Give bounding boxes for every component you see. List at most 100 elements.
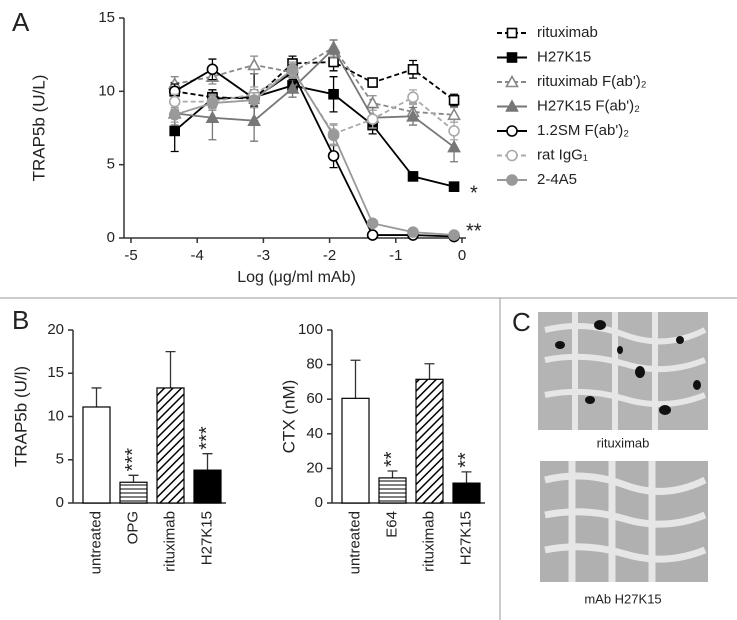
panel-label: A: [12, 7, 30, 37]
x-tick-label: rituximab: [420, 511, 437, 572]
y-tick-label: 5: [107, 156, 115, 173]
image-caption: rituximab: [597, 435, 650, 450]
y-tick-label: 5: [56, 451, 64, 468]
x-tick-label: untreated: [87, 511, 104, 574]
y-tick-label: 15: [47, 364, 64, 381]
series-line: [174, 46, 455, 116]
y-tick-label: 15: [98, 9, 115, 26]
x-tick-label: -3: [257, 247, 270, 264]
y-tick-label: 20: [306, 459, 323, 476]
marker: [327, 150, 340, 162]
legend-label: H27K15 F(ab')₂: [537, 97, 640, 114]
marker: [247, 113, 261, 126]
legend-marker: [505, 74, 519, 88]
bar: [193, 469, 222, 504]
x-tick-label: E64: [383, 511, 400, 538]
marker: [407, 171, 419, 182]
marker: [448, 94, 460, 106]
marker: [328, 56, 339, 68]
marker: [448, 125, 460, 137]
error-bar: [128, 474, 139, 483]
marker: [206, 97, 219, 109]
marker: [248, 94, 260, 106]
bar: [156, 387, 185, 504]
legend-marker: [506, 27, 518, 39]
marker: [168, 95, 181, 108]
x-tick-label: -1: [389, 247, 402, 264]
x-tick-label: 0: [458, 247, 466, 264]
bar: [119, 481, 148, 504]
y-axis-label: TRAP5b (U/l): [11, 366, 30, 467]
marker: [247, 57, 261, 71]
marker: [327, 129, 340, 142]
x-tick-label: untreated: [346, 511, 363, 574]
marker: [448, 181, 460, 192]
legend-label: 1.2SM F(ab')₂: [537, 122, 629, 139]
annotation: *: [470, 182, 478, 204]
marker: [206, 63, 219, 76]
y-axis-label: TRAP5b (U/L): [29, 75, 48, 182]
marker: [406, 109, 420, 122]
x-tick-label: H27K15: [457, 511, 474, 565]
y-tick-label: 100: [298, 321, 323, 338]
series-line: [174, 68, 455, 238]
marker: [326, 41, 341, 55]
marker: [285, 81, 300, 94]
x-tick-label: OPG: [124, 511, 141, 544]
legend-label: 2-4A5: [537, 171, 577, 188]
micrograph: [538, 312, 708, 430]
y-tick-label: 40: [306, 425, 323, 442]
legend-marker: [506, 52, 518, 63]
marker: [448, 229, 460, 241]
marker: [407, 226, 419, 238]
marker: [168, 109, 181, 121]
error-bar: [91, 387, 102, 407]
bar: [378, 477, 407, 504]
x-tick-label: -2: [323, 247, 336, 264]
legend-marker: [505, 99, 519, 112]
error-bar: [424, 363, 435, 380]
marker: [407, 64, 419, 75]
error-bar: [350, 359, 361, 399]
annotation: **: [381, 451, 403, 467]
marker: [169, 125, 180, 137]
y-tick-label: 0: [315, 494, 323, 511]
panel-label: B: [12, 305, 29, 335]
error-bar: [202, 453, 213, 471]
annotation: **: [466, 220, 482, 242]
series-line: [174, 47, 455, 148]
legend-label: rituximab: [537, 24, 598, 41]
series-line: [174, 84, 455, 188]
x-tick-label: -4: [191, 247, 204, 264]
marker: [328, 88, 339, 100]
annotation: **: [455, 452, 477, 468]
marker: [205, 110, 220, 124]
error-bar: [387, 470, 398, 478]
panel-label: C: [512, 307, 531, 337]
legend-label: rituximab F(ab')₂: [537, 73, 647, 90]
y-tick-label: 10: [47, 407, 64, 424]
x-axis-label: Log (μg/ml mAb): [237, 269, 356, 286]
legend-marker: [506, 149, 518, 162]
annotation: ***: [196, 426, 218, 450]
marker: [286, 63, 299, 76]
bar: [415, 378, 444, 504]
bar: [452, 482, 481, 504]
annotation: ***: [122, 448, 144, 472]
legend-label: rat IgG₁: [537, 146, 588, 163]
y-tick-label: 0: [56, 494, 64, 511]
error-bar: [165, 350, 176, 388]
error-bar: [461, 471, 472, 484]
bar: [341, 397, 370, 504]
series-line: [174, 67, 455, 236]
micrograph: [540, 461, 708, 582]
marker: [447, 107, 461, 121]
marker: [365, 95, 380, 109]
marker: [366, 217, 379, 230]
legend-marker: [506, 174, 518, 186]
series-line: [174, 61, 455, 101]
x-tick-label: H27K15: [198, 511, 215, 565]
y-tick-label: 80: [306, 356, 323, 373]
x-tick-label: rituximab: [161, 511, 178, 572]
